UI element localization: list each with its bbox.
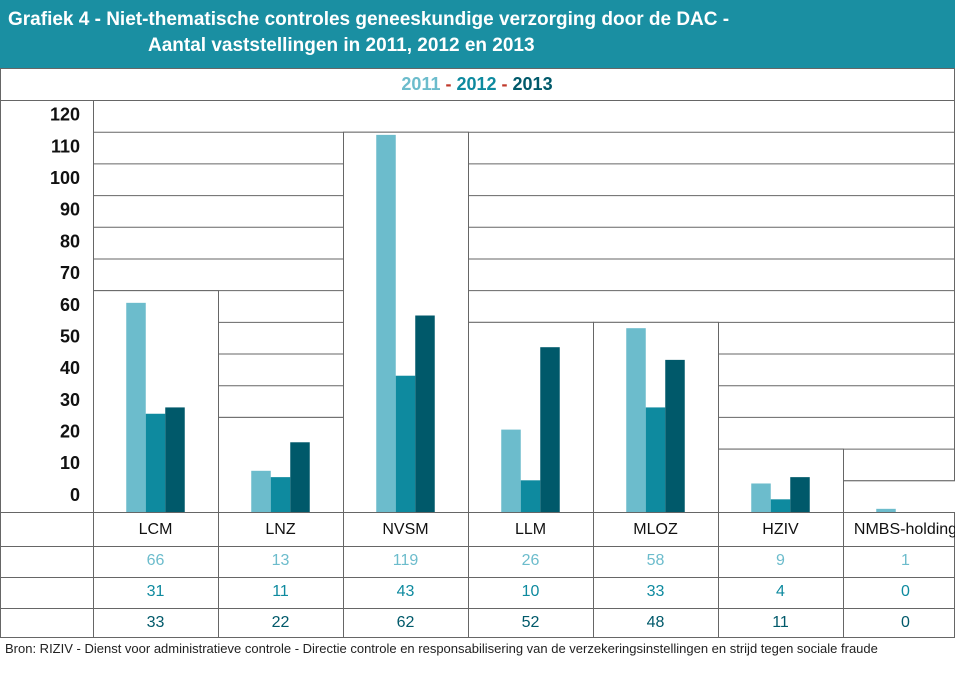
y-tick-label: 40 <box>60 358 80 378</box>
table-value: 22 <box>272 614 290 631</box>
x-tick-label: MLOZ <box>633 521 678 538</box>
bar <box>876 508 896 512</box>
bar <box>395 375 416 512</box>
y-tick-label: 110 <box>51 136 80 156</box>
chart: Grafiek 4 - Niet-thematische controles g… <box>0 0 955 638</box>
y-tick-label: 20 <box>60 422 80 442</box>
table-value: 11 <box>772 614 789 631</box>
bar <box>251 470 271 512</box>
y-tick-label: 70 <box>60 263 80 283</box>
x-tick-label: LLM <box>515 521 546 538</box>
x-tick-label: NMBS-holding <box>854 521 955 538</box>
table-value: 13 <box>272 552 290 569</box>
table-value: 33 <box>647 583 665 600</box>
y-tick-label: 80 <box>60 231 80 251</box>
legend: 2011-2012-2013 <box>401 74 552 94</box>
table-value: 62 <box>397 614 415 631</box>
y-tick-label: 100 <box>50 168 80 188</box>
bar <box>415 315 435 512</box>
y-tick-label: 50 <box>60 326 80 346</box>
table-value: 52 <box>522 614 540 631</box>
x-tick-label: HZIV <box>762 521 799 538</box>
y-tick-label: 90 <box>60 200 80 220</box>
x-tick-label: LCM <box>139 521 173 538</box>
x-tick-label: LNZ <box>265 521 295 538</box>
bar <box>270 477 291 512</box>
y-tick-label: 10 <box>60 453 80 473</box>
bar <box>770 499 791 512</box>
y-tick-label: 120 <box>50 105 80 125</box>
bar <box>790 477 810 512</box>
bar <box>501 429 521 512</box>
table-value: 1 <box>901 552 910 569</box>
table-value: 11 <box>272 583 289 600</box>
table-value: 0 <box>901 614 910 631</box>
y-tick-label: 60 <box>60 295 80 315</box>
source-note: Bron: RIZIV - Dienst voor administratiev… <box>5 641 878 656</box>
column-box <box>843 480 955 513</box>
table-value: 33 <box>147 614 165 631</box>
table-value: 43 <box>397 583 415 600</box>
header-band <box>0 0 955 68</box>
bar <box>645 407 666 512</box>
table-value: 9 <box>776 552 785 569</box>
legend-entry: 2011 <box>401 74 440 94</box>
legend-separator: - <box>445 74 451 94</box>
table-value: 0 <box>901 583 910 600</box>
table-value: 48 <box>647 614 665 631</box>
bar <box>665 359 685 512</box>
chart-title: Grafiek 4 - Niet-thematische controles g… <box>8 9 729 30</box>
bar <box>626 328 646 512</box>
table-value: 119 <box>393 552 419 569</box>
bar <box>540 347 560 512</box>
legend-separator: - <box>502 74 508 94</box>
bar <box>290 442 310 512</box>
table-value: 58 <box>647 552 665 569</box>
bar <box>165 407 185 512</box>
y-tick-label: 0 <box>70 485 80 505</box>
bar <box>751 483 771 512</box>
legend-entry: 2013 <box>513 74 553 94</box>
legend-entry: 2012 <box>456 74 496 94</box>
bar <box>145 413 166 512</box>
chart-title: Aantal vaststellingen in 2011, 2012 en 2… <box>148 35 535 56</box>
bar <box>520 480 541 512</box>
table-value: 66 <box>147 552 165 569</box>
table-value: 31 <box>147 583 165 600</box>
y-tick-label: 30 <box>60 390 80 410</box>
table-value: 4 <box>776 583 785 600</box>
table-value: 26 <box>522 552 540 569</box>
x-tick-label: NVSM <box>382 521 428 538</box>
bar <box>376 134 396 512</box>
bar <box>126 302 146 512</box>
table-value: 10 <box>522 583 540 600</box>
